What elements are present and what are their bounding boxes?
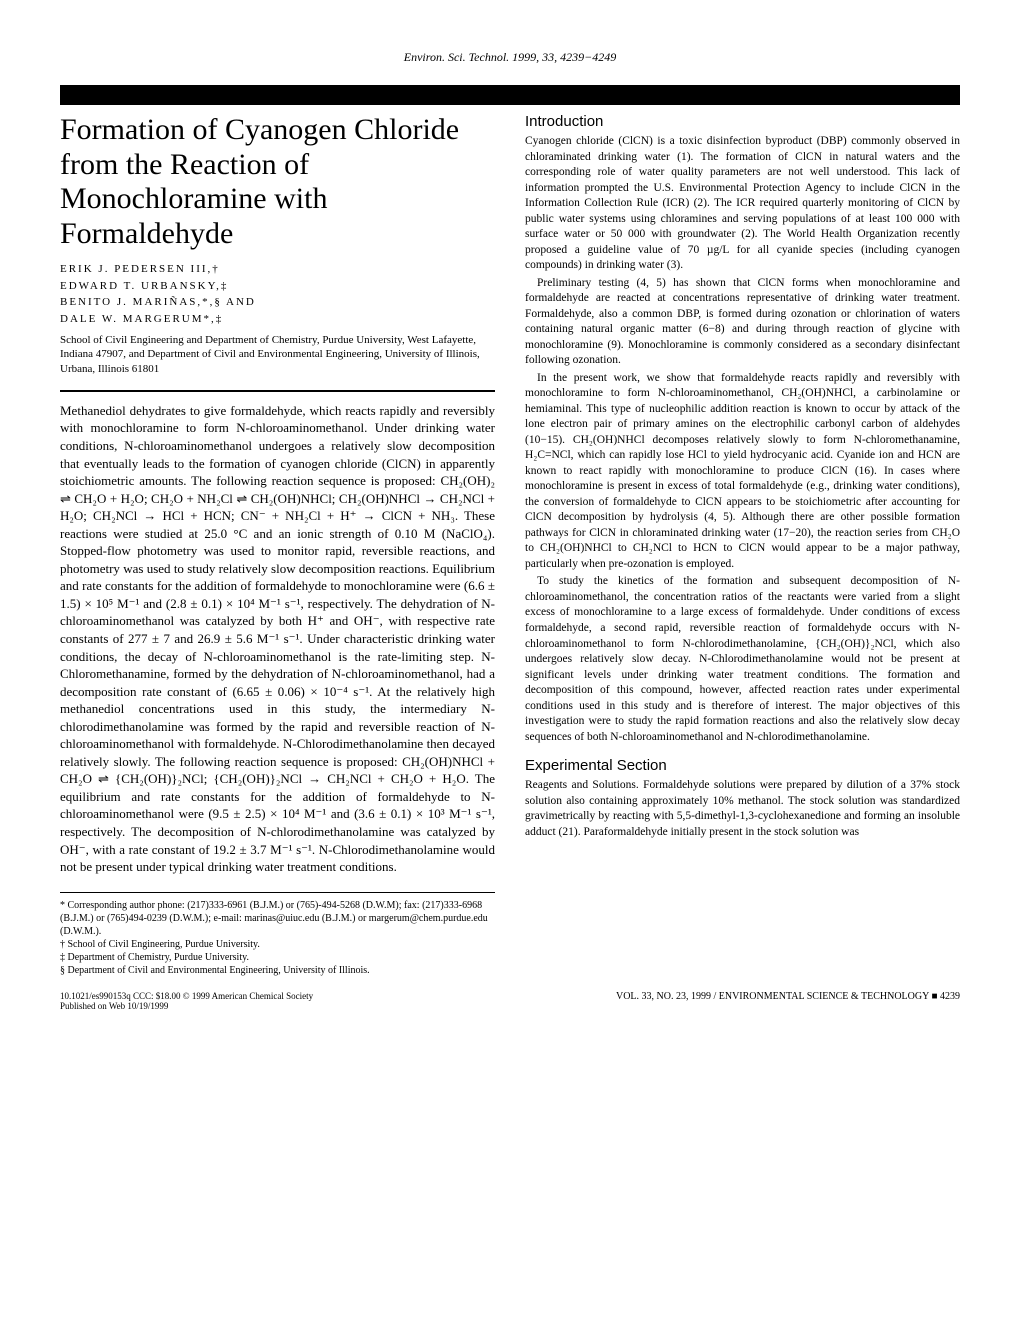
affiliation-text: School of Civil Engineering and Departme…: [60, 333, 495, 376]
title-bar: [60, 85, 960, 105]
intro-paragraph-3: In the present work, we show that formal…: [525, 371, 960, 573]
abstract-text: Methanediol dehydrates to give formaldeh…: [60, 402, 495, 876]
footnote-affil-2: ‡ Department of Chemistry, Purdue Univer…: [60, 951, 495, 964]
experimental-heading: Experimental Section: [525, 757, 960, 774]
intro-paragraph-4: To study the kinetics of the formation a…: [525, 574, 960, 745]
footnote-affil-3: § Department of Civil and Environmental …: [60, 964, 495, 977]
author-4: DALE W. MARGERUM*,‡: [60, 311, 495, 328]
intro-paragraph-2: Preliminary testing (4, 5) has shown tha…: [525, 276, 960, 369]
footer-spacer: [525, 876, 960, 977]
left-column: Formation of Cyanogen Chloride from the …: [60, 113, 495, 876]
footer-columns: * Corresponding author phone: (217)333-6…: [60, 876, 960, 977]
footer-left: 10.1021/es990153q CCC: $18.00 © 1999 Ame…: [60, 991, 313, 1011]
abstract-divider: [60, 390, 495, 392]
journal-citation: Environ. Sci. Technol. 1999, 33, 4239−42…: [60, 50, 960, 65]
footer-pubdate: Published on Web 10/19/1999: [60, 1001, 313, 1011]
footer-right: VOL. 33, NO. 23, 1999 / ENVIRONMENTAL SC…: [616, 991, 960, 1011]
author-2: EDWARD T. URBANSKY,‡: [60, 278, 495, 295]
footnotes-block: * Corresponding author phone: (217)333-6…: [60, 892, 495, 977]
author-1: ERIK J. PEDERSEN III,†: [60, 261, 495, 278]
footnote-corresponding: * Corresponding author phone: (217)333-6…: [60, 899, 495, 938]
footnote-column: * Corresponding author phone: (217)333-6…: [60, 876, 495, 977]
author-list: ERIK J. PEDERSEN III,† EDWARD T. URBANSK…: [60, 261, 495, 327]
introduction-heading: Introduction: [525, 113, 960, 130]
experimental-body: Reagents and Solutions. Formaldehyde sol…: [525, 778, 960, 840]
exp-paragraph-1: Reagents and Solutions. Formaldehyde sol…: [525, 778, 960, 840]
right-column: Introduction Cyanogen chloride (ClCN) is…: [525, 113, 960, 876]
author-3: BENITO J. MARIÑAS,*,§ AND: [60, 294, 495, 311]
introduction-body: Cyanogen chloride (ClCN) is a toxic disi…: [525, 134, 960, 745]
main-columns: Formation of Cyanogen Chloride from the …: [60, 113, 960, 876]
page-footer: 10.1021/es990153q CCC: $18.00 © 1999 Ame…: [60, 991, 960, 1011]
footer-doi: 10.1021/es990153q CCC: $18.00 © 1999 Ame…: [60, 991, 313, 1001]
footnote-affil-1: † School of Civil Engineering, Purdue Un…: [60, 938, 495, 951]
article-title: Formation of Cyanogen Chloride from the …: [60, 113, 495, 251]
intro-paragraph-1: Cyanogen chloride (ClCN) is a toxic disi…: [525, 134, 960, 274]
